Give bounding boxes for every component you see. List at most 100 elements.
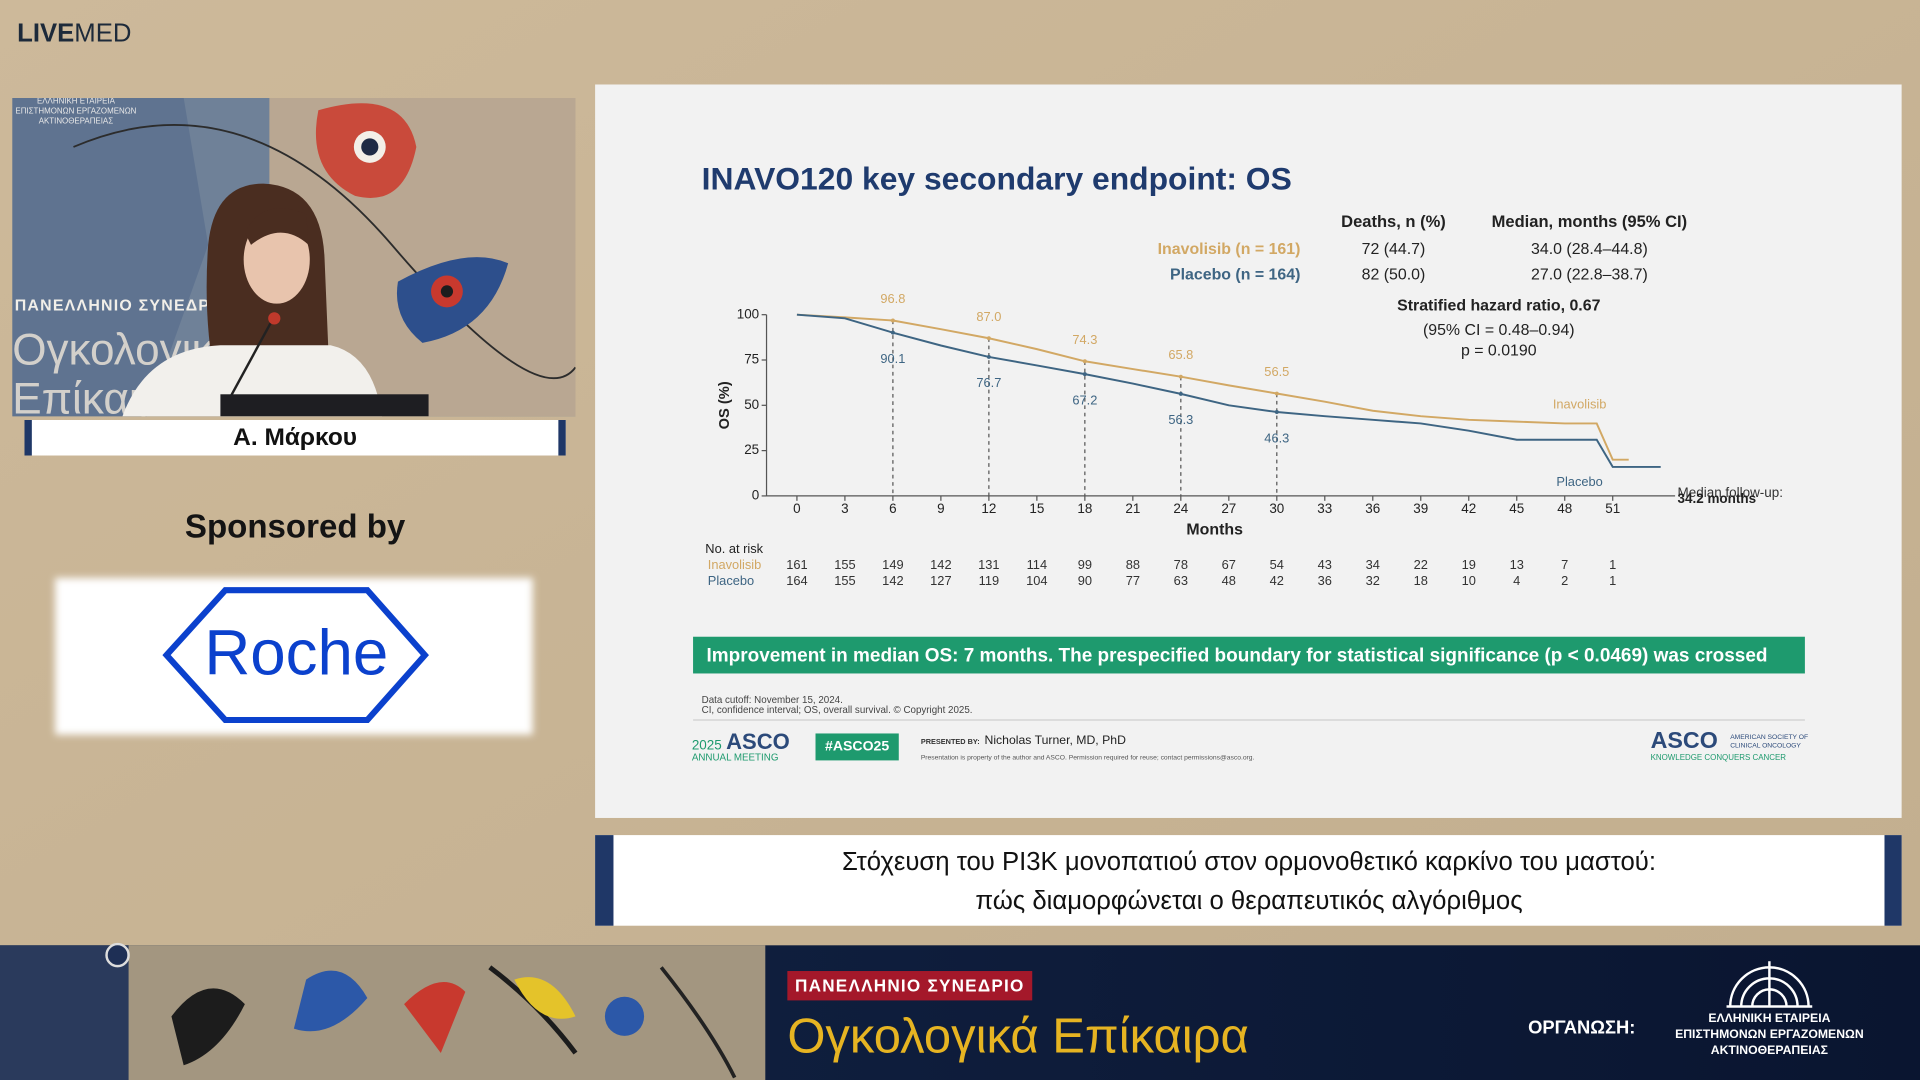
hashtag-box <box>815 733 899 761</box>
risk-value: 155 <box>834 557 855 572</box>
risk-value: 32 <box>1366 573 1380 588</box>
risk-value: 88 <box>1126 557 1140 572</box>
footer-asco: ASCO <box>726 729 790 754</box>
hashtag: #ASCO25 <box>825 738 889 754</box>
landmark-label: 65.8 <box>1168 347 1193 362</box>
slide-banner-text: Improvement in median OS: 7 months. The … <box>707 645 1768 666</box>
sponsor-box <box>55 577 533 735</box>
landmark-point <box>1178 391 1183 396</box>
x-tick-label: 18 <box>1077 501 1092 516</box>
y-tick-label: 50 <box>744 397 759 412</box>
asco-logo: ASCO <box>1651 727 1718 753</box>
speaker-bar-edge <box>24 420 32 456</box>
risk-value: 63 <box>1174 573 1188 588</box>
brand-bold: LIVE <box>17 19 74 47</box>
risk-value: 77 <box>1126 573 1140 588</box>
landmark-label: 96.8 <box>880 291 905 306</box>
risk-value: 78 <box>1174 557 1188 572</box>
banner-tag-box <box>787 971 1033 1001</box>
annotation: 34.2 months <box>1678 491 1756 506</box>
risk-row-label: Placebo <box>708 573 754 588</box>
risk-value: 161 <box>786 557 807 572</box>
permission: Presentation is property of the author a… <box>921 755 1255 762</box>
footer-meeting: ANNUAL MEETING <box>692 753 779 764</box>
risk-value: 131 <box>978 557 999 572</box>
x-tick-label: 12 <box>981 501 996 516</box>
x-tick-label: 30 <box>1269 501 1284 516</box>
survival-curve <box>796 313 1629 461</box>
risk-value: 99 <box>1078 557 1092 572</box>
x-tick-label: 24 <box>1173 501 1188 516</box>
organizer-name: ΕΠΙΣΤΗΜΟΝΩΝ ΕΡΓΑΖΟΜΕΝΩΝ <box>1675 1027 1864 1041</box>
risk-value: 4 <box>1513 573 1520 588</box>
risk-value: 48 <box>1222 573 1236 588</box>
slide-banner <box>693 636 1805 674</box>
landmark-label: 76.7 <box>976 375 1001 390</box>
x-tick-label: 45 <box>1509 501 1524 516</box>
x-tick-label: 0 <box>793 501 800 516</box>
table-header: Deaths, n (%) <box>1341 212 1446 231</box>
presenter: Nicholas Turner, MD, PhD <box>984 733 1126 747</box>
x-tick-label: 36 <box>1365 501 1380 516</box>
curve-label: Placebo <box>1556 474 1602 489</box>
x-tick-label: 42 <box>1461 501 1476 516</box>
brand: LIVEMED <box>17 19 131 47</box>
footnote: Data cutoff: November 15, 2024. <box>702 695 843 706</box>
risk-value: 10 <box>1462 573 1476 588</box>
x-tick-label: 6 <box>889 501 896 516</box>
table-cell: 82 (50.0) <box>1362 267 1426 284</box>
risk-value: 164 <box>786 573 807 588</box>
risk-value: 22 <box>1414 557 1428 572</box>
table-row-label: Placebo (n = 164) <box>1170 267 1300 284</box>
x-tick-label: 33 <box>1317 501 1332 516</box>
table-cell: 72 (44.7) <box>1362 241 1426 258</box>
table-header: Median, months (95% CI) <box>1492 212 1687 231</box>
landmark-point <box>986 336 991 341</box>
risk-value: 36 <box>1318 573 1332 588</box>
risk-value: 127 <box>930 573 951 588</box>
survival-curve <box>796 313 1661 468</box>
y-tick-label: 100 <box>737 306 759 321</box>
asco-society: AMERICAN SOCIETY OF <box>1730 734 1808 741</box>
landmark-point <box>1178 374 1183 379</box>
landmark-point <box>1082 372 1087 377</box>
banner-title: Ογκολογικά Επίκαιρα <box>787 1010 1248 1064</box>
landmark-label: 74.3 <box>1072 332 1097 347</box>
risk-value: 19 <box>1462 557 1476 572</box>
risk-value: 18 <box>1414 573 1428 588</box>
risk-label: No. at risk <box>705 541 763 556</box>
slide-title: INAVO120 key secondary endpoint: OS <box>702 161 1292 197</box>
landmark-point <box>1274 410 1279 414</box>
speaker-name: Α. Μάρκου <box>233 424 357 451</box>
video-feed: ΕΛΛΗΝΙΚΗ ΕΤΑΙΡΕΙΑ ΕΠΙΣΤΗΜΟΝΩΝ ΕΡΓΑΖΟΜΕΝΩ… <box>12 97 576 417</box>
risk-value: 7 <box>1561 557 1568 572</box>
asco-tagline: KNOWLEDGE CONQUERS CANCER <box>1651 753 1787 762</box>
risk-value: 90 <box>1078 573 1092 588</box>
landmark-point <box>1274 391 1279 396</box>
risk-value: 142 <box>930 557 951 572</box>
hazard-ratio: Stratified hazard ratio, 0.67 <box>1397 297 1600 314</box>
landmark-point <box>1082 359 1087 364</box>
caption-edge <box>595 835 614 926</box>
slide <box>595 84 1902 818</box>
risk-value: 1 <box>1609 557 1616 572</box>
banner-art <box>0 942 766 1080</box>
hazard-p: p = 0.0190 <box>1461 343 1537 360</box>
y-tick-label: 25 <box>744 442 759 457</box>
table-cell: 34.0 (28.4–44.8) <box>1531 241 1648 258</box>
landmark-label: 56.3 <box>1168 412 1193 427</box>
caption-line: πώς διαμορφώνεται ο θεραπευτικός αλγόριθ… <box>975 887 1522 915</box>
annotation: Median follow-up: <box>1678 485 1783 500</box>
backdrop-text: ΠΑΝΕΛΛΗΝΙΟ ΣΥΝΕΔΡΙΟ <box>15 297 230 314</box>
landmark-point <box>986 354 991 359</box>
organizer-label: ΟΡΓΑΝΩΣΗ: <box>1528 1016 1635 1037</box>
risk-value: 104 <box>1026 573 1047 588</box>
backdrop-text: ΕΛΛΗΝΙΚΗ ΕΤΑΙΡΕΙΑ <box>37 97 116 106</box>
speaker-bar <box>24 420 566 456</box>
curve-label: Inavolisib <box>1553 397 1607 412</box>
landmark-label: 46.3 <box>1264 430 1289 445</box>
backdrop-text: ΑΚΤΙΝΟΘΕΡΑΠΕΙΑΣ <box>39 116 114 125</box>
caption-edge <box>1884 835 1902 926</box>
